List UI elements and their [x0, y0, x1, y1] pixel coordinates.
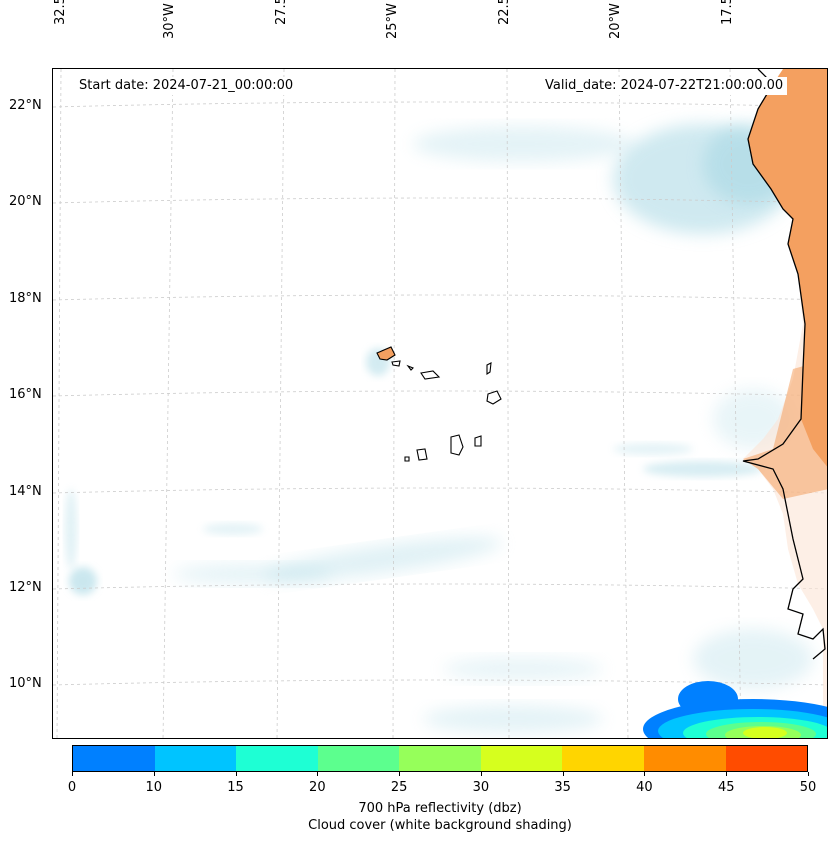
colorbar-segment — [725, 746, 808, 771]
colorbar-segment — [317, 746, 400, 771]
colorbar-segment — [236, 746, 318, 771]
colorbar-segment — [73, 746, 155, 771]
cape-verde-islands — [376, 346, 502, 462]
colorbar-segment — [562, 746, 644, 771]
start-date-label: Start date: 2024-07-21_00:00:00 — [75, 77, 298, 95]
colorbar-tick-label: 45 — [717, 780, 735, 795]
colorbar-tick — [153, 772, 155, 776]
lon-label-20w: 20°W — [608, 3, 623, 39]
lon-label-22-5w: 22.5°W — [497, 0, 512, 25]
colorbar-tick — [317, 772, 319, 776]
lat-label-22n: 22°N — [9, 98, 42, 113]
colorbar-tick-label: 0 — [67, 780, 77, 795]
lat-label-14n: 14°N — [9, 484, 42, 499]
colorbar-tick — [808, 772, 809, 776]
graticule — [53, 69, 827, 738]
lon-label-27-5w: 27.5°W — [274, 0, 289, 25]
valid-date-label: Valid_date: 2024-07-22T21:00:00.00 — [541, 77, 788, 95]
colorbar-tick — [644, 772, 646, 776]
lon-label-17-5w: 17.5°W — [720, 0, 735, 25]
colorbar-tick — [726, 772, 728, 776]
lat-label-10n: 10°N — [9, 676, 42, 691]
cloud-cover-layer — [65, 124, 813, 733]
colorbar-tick-label: 15 — [227, 780, 244, 795]
map-canvas — [53, 69, 827, 738]
colorbar-tick-label: 30 — [472, 780, 490, 795]
colorbar-tick-label: 40 — [636, 780, 653, 795]
africa-coast — [742, 69, 827, 738]
colorbar-tick — [72, 772, 73, 776]
colorbar-segment — [399, 746, 481, 771]
lat-label-18n: 18°N — [9, 291, 42, 306]
lon-label-32-5w: 32.5°W — [53, 0, 68, 25]
colorbar-tick — [562, 772, 564, 776]
colorbar-title: 700 hPa reflectivity (dbz) — [358, 801, 522, 816]
colorbar-tick-label: 20 — [309, 780, 326, 795]
lat-label-20n: 20°N — [9, 194, 42, 209]
colorbar-tick-label: 35 — [554, 780, 571, 795]
colorbar-segment — [154, 746, 237, 771]
colorbar-tick — [235, 772, 237, 776]
colorbar-segment — [480, 746, 563, 771]
lat-label-12n: 12°N — [9, 580, 42, 595]
colorbar-tick — [399, 772, 401, 776]
colorbar-subtitle: Cloud cover (white background shading) — [308, 818, 572, 833]
reflectivity-cell — [643, 681, 827, 738]
lat-label-16n: 16°N — [9, 387, 42, 402]
colorbar-tick-label: 25 — [390, 780, 408, 795]
lon-label-25w: 25°W — [385, 3, 400, 39]
colorbar-segment — [643, 746, 726, 771]
colorbar-tick-label: 50 — [799, 780, 817, 795]
map-panel[interactable]: Start date: 2024-07-21_00:00:00 Valid_da… — [52, 68, 828, 739]
lon-label-30w: 30°W — [162, 3, 177, 39]
colorbar-tick — [480, 772, 482, 776]
colorbar-tick-label: 10 — [145, 780, 163, 795]
colorbar — [72, 745, 808, 772]
